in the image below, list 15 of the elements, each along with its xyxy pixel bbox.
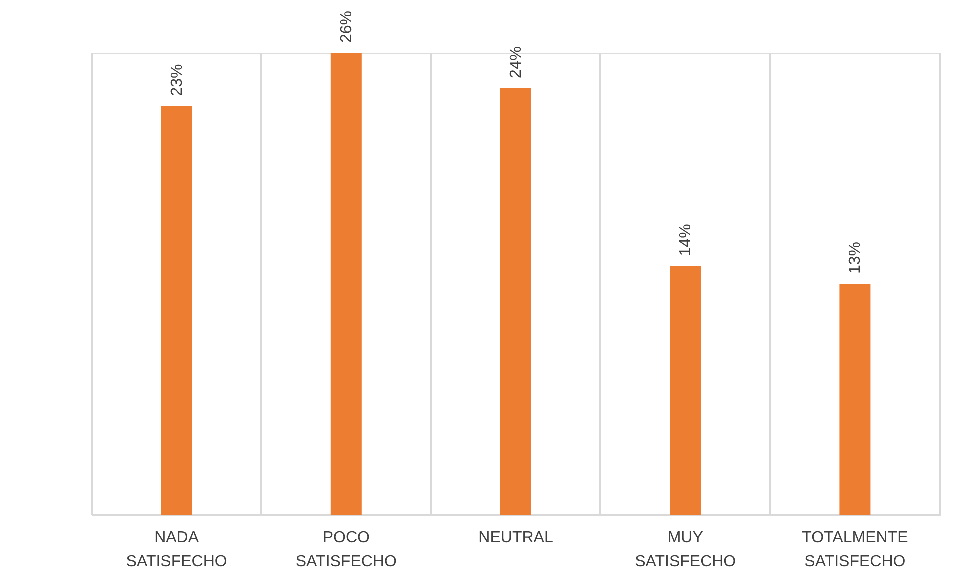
x-tick-label: TOTALMENTE SATISFECHO (802, 530, 908, 570)
bar (330, 53, 362, 515)
data-label: 26% (338, 10, 356, 43)
x-tick-label: NEUTRAL (478, 530, 554, 546)
data-label: 23% (168, 64, 186, 96)
x-tick-label: MUY SATISFECHO (635, 530, 736, 570)
data-label: 13% (847, 242, 864, 274)
data-label: 24% (508, 46, 525, 79)
x-tick-label: NADA SATISFECHO (126, 530, 228, 570)
data-label: 14% (678, 224, 695, 256)
bar (161, 106, 192, 515)
bar (500, 88, 532, 515)
x-tick-label: POCO SATISFECHO (296, 530, 397, 570)
bar (670, 266, 702, 515)
bar (840, 284, 871, 515)
